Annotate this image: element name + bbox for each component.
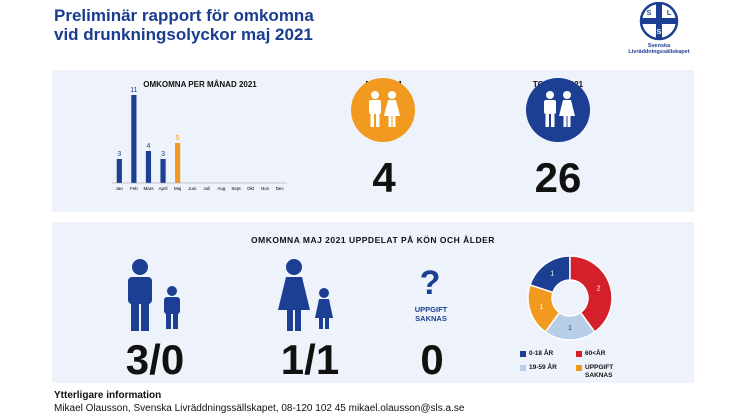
- chart-title: OMKOMNA PER MÅNAD 2021: [143, 80, 257, 89]
- bar: [160, 159, 166, 183]
- x-tick-label: Dec: [276, 186, 285, 191]
- bar: [175, 143, 181, 183]
- x-tick-label: April: [159, 186, 168, 191]
- bar-chart: Jan 3 Feb 11 Mars 4 April 3 Maj 5 Juni Juli Aug Sept O…: [112, 87, 287, 191]
- slice-label: 1: [568, 325, 572, 332]
- footer-heading: Ytterligare information: [54, 390, 162, 401]
- people: [369, 91, 400, 127]
- logo-cross: [641, 18, 677, 24]
- data-label: 11: [130, 87, 137, 94]
- donut-slice: [527, 284, 561, 334]
- x-tick-label: Juni: [188, 186, 196, 191]
- icon-women: [278, 259, 333, 331]
- x-tick-label: Jan: [116, 186, 124, 191]
- legend-swatch: [520, 351, 526, 357]
- footer-text: Mikael Olausson, Svenska Livräddningssäl…: [54, 403, 465, 414]
- slice-label: 1: [540, 304, 544, 311]
- unknown-value: 0: [420, 336, 444, 383]
- logo-line: Livräddningssällskapet: [628, 49, 690, 55]
- breakdown-title: OMKOMNA MAJ 2021 UPPDELAT PÅ KÖN OCH ÅLD…: [251, 235, 495, 245]
- logo-letter: L: [667, 10, 672, 17]
- data-label: 3: [117, 151, 121, 158]
- icon-people: [526, 78, 590, 142]
- legend-label: UPPGIFT SAKNAS: [585, 364, 614, 379]
- x-tick-label: Aug: [217, 186, 226, 191]
- logo-line: Svenska: [647, 43, 671, 49]
- title-line: vid drunkningsolyckor maj 2021: [54, 25, 313, 44]
- stat-value: 26: [534, 154, 582, 201]
- legend-item: UPPGIFT SAKNAS: [576, 364, 632, 379]
- icon-people: [351, 78, 415, 142]
- legend-item: 60<ÅR: [576, 350, 632, 358]
- donut-chart: 1 2 1 1: [527, 255, 613, 341]
- logo-name: Svenska Livräddningssällskapet: [620, 43, 698, 55]
- women-value: 1/1: [280, 336, 340, 383]
- icon-circle: [351, 78, 415, 142]
- x-tick-label: Sept: [231, 186, 241, 191]
- title-line: Preliminär rapport för omkomna: [54, 6, 314, 25]
- bar: [145, 151, 152, 183]
- x-tick-label: Maj: [174, 186, 181, 191]
- logo: S L S: [639, 2, 679, 41]
- logo-letter: S: [647, 10, 652, 17]
- unknown-symbol: ?: [419, 264, 441, 302]
- data-label: 4: [147, 143, 151, 150]
- legend-item: 0-18 ÅR: [520, 350, 576, 358]
- stat-value: 4: [372, 154, 396, 201]
- x-tick-label: Feb: [130, 186, 138, 191]
- legend-swatch: [576, 351, 582, 357]
- legend-item: 19-59 ÅR: [520, 364, 576, 372]
- logo-letter: S: [657, 29, 662, 36]
- unknown-label: UPPGIFT SAKNAS: [414, 305, 448, 323]
- icon-men: [128, 259, 180, 331]
- title: Preliminär rapport för omkomna vid drunk…: [54, 6, 314, 44]
- bar: [131, 95, 137, 183]
- legend: 0-18 ÅR 60<ÅR 19-59 ÅR UPPGIFT SAKNAS: [520, 350, 630, 380]
- data-label: 3: [161, 151, 165, 158]
- x-tick-label: Okt: [247, 186, 255, 191]
- slice-label: 2: [597, 286, 601, 293]
- legend-label: 19-59 ÅR: [529, 364, 557, 371]
- legend-label: 60<ÅR: [585, 350, 606, 357]
- men-value: 3/0: [125, 336, 185, 383]
- icon-circle: [526, 78, 590, 142]
- x-tick-label: Nov: [261, 186, 270, 191]
- bar: [116, 159, 122, 183]
- data-label: 5: [176, 135, 180, 142]
- legend-swatch: [520, 365, 526, 371]
- legend-label: 0-18 ÅR: [529, 350, 554, 357]
- people: [544, 91, 575, 127]
- x-tick-label: Juli: [203, 186, 210, 191]
- x-tick-label: Mars: [143, 186, 154, 191]
- donut-slice: [569, 255, 613, 334]
- slice-label: 1: [550, 271, 554, 278]
- legend-swatch: [576, 365, 582, 371]
